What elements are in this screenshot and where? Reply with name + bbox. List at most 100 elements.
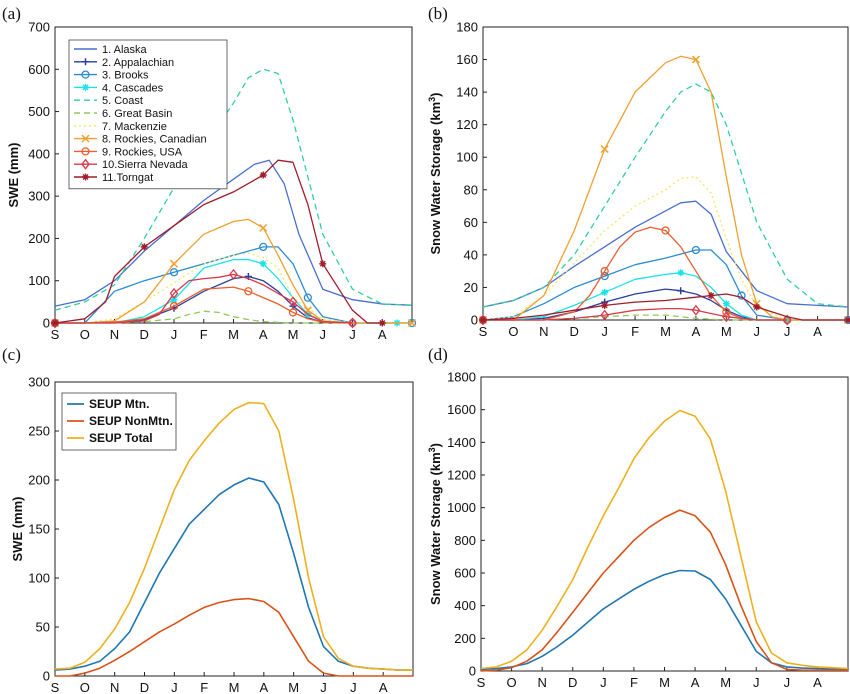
series-marker-3 [737, 291, 746, 300]
y-tick-label: 180 [456, 20, 478, 35]
series-marker-2 [677, 287, 685, 295]
y-tick-label: 140 [456, 85, 478, 100]
y-axis-label-text: Snow Water Storage (km [428, 102, 443, 255]
legend-marker-3 [81, 70, 90, 79]
series-marker-4 [259, 260, 267, 268]
x-tick-label: F [630, 675, 638, 690]
series-line-9 [483, 226, 788, 321]
y-axis-label-sup: 3 [427, 97, 437, 102]
y-tick-label: 1600 [447, 402, 476, 417]
series-marker-10 [229, 268, 238, 280]
chart-panel-2: (b) 0 20 40 60 80 100 120 140 160 180 S O N D J F M A M J J A S… [427, 4, 850, 339]
y-tick-label: 80 [464, 182, 478, 197]
y-tick-label: 250 [28, 424, 50, 439]
y-tick-label: 600 [28, 62, 50, 77]
legend-entry-4: 4. Cascades [102, 82, 164, 94]
series-marker-10 [600, 309, 609, 321]
x-tick-label: J [350, 680, 357, 694]
series-line-10 [483, 307, 788, 321]
series-marker-9 [244, 287, 253, 296]
x-tick-label: F [631, 324, 639, 339]
legend-entry-11: 11.Torngat [102, 172, 153, 184]
y-tick-label: 0 [471, 313, 478, 328]
series-line-9 [55, 286, 353, 324]
y-tick-label: 100 [456, 150, 478, 165]
y-axis-label-text: SWE (mm) [6, 143, 21, 208]
y-tick-label: 1800 [447, 370, 476, 385]
series-line-3 [55, 246, 412, 324]
y-tick-label: 1400 [447, 435, 476, 450]
y-tick-label: 100 [28, 273, 50, 288]
x-tick-label: N [537, 675, 546, 690]
series-marker-11 [319, 260, 327, 268]
x-tick-label: D [570, 324, 579, 339]
x-tick-label: J [784, 324, 791, 339]
series-line-1 [54, 159, 413, 307]
series-line-7 [55, 252, 412, 324]
legend-entry-7: 7. Mackenzie [102, 121, 167, 133]
series-line-11 [54, 159, 383, 324]
series-marker-8 [259, 223, 268, 232]
x-tick-label: J [171, 327, 178, 342]
panel-label: (a) [2, 4, 21, 23]
x-tick-label: F [200, 327, 208, 342]
series-marker-8 [169, 259, 179, 268]
legend-marker-9 [81, 147, 90, 156]
y-tick-label: 60 [464, 215, 478, 230]
series-marker-3 [169, 268, 179, 277]
x-tick-label: M [288, 327, 299, 342]
y-tick-label: 600 [454, 566, 476, 581]
x-tick-label: N [539, 324, 548, 339]
series-marker-4 [722, 300, 730, 308]
legend-marker-4 [82, 83, 89, 91]
x-tick-label: A [813, 675, 822, 690]
legend-entry-10: 10.Sierra Nevada [102, 159, 188, 171]
y-axis-label-text: SWE (mm) [10, 497, 25, 562]
series-marker-8 [600, 145, 609, 154]
x-tick-label: M [721, 324, 732, 339]
series-marker-11 [51, 319, 59, 327]
series-marker-4 [601, 288, 609, 296]
y-tick-label: 200 [454, 631, 476, 646]
y-axis-label-close: ) [428, 443, 443, 447]
y-tick-label: 1200 [447, 468, 476, 483]
y-tick-label: 50 [36, 620, 50, 635]
y-tick-label: 400 [454, 598, 476, 613]
x-tick-label: S [51, 327, 60, 342]
plot-frame [482, 26, 849, 321]
series-marker-8 [691, 55, 700, 64]
series-marker-10 [348, 317, 357, 329]
legend-marker-11 [82, 173, 89, 181]
series-marker-10 [169, 287, 179, 299]
series-marker-9 [288, 308, 298, 317]
x-tick-label: D [140, 327, 149, 342]
x-tick-label: M [229, 680, 240, 694]
series-marker-11 [707, 292, 715, 300]
y-tick-label: 300 [28, 375, 50, 390]
series-marker-11 [140, 243, 148, 251]
x-tick-label: S [477, 675, 486, 690]
series-line-1 [54, 477, 413, 671]
series-line-4 [55, 258, 398, 324]
legend-entry-3: SEUP Total [89, 431, 153, 445]
series-marker-4 [170, 296, 178, 304]
series-marker-3 [303, 293, 313, 302]
legend-entry-2: 2. Appalachian [102, 57, 174, 69]
series-line-1 [480, 569, 849, 671]
x-tick-label: M [228, 327, 239, 342]
series-marker-11 [479, 316, 487, 324]
x-tick-label: N [110, 327, 119, 342]
series-marker-4 [677, 269, 685, 277]
panel-label: (c) [2, 345, 21, 364]
legend-entry-6: 6. Great Basin [102, 108, 172, 120]
y-axis-label-sup: 3 [427, 447, 437, 452]
legend-marker-8 [81, 134, 90, 143]
y-tick-label: 300 [28, 189, 50, 204]
y-tick-label: 150 [28, 522, 50, 537]
x-tick-label: D [568, 675, 577, 690]
series-marker-9 [661, 226, 670, 235]
x-tick-label: J [784, 675, 791, 690]
series-line-10 [55, 273, 353, 324]
panel-label: (d) [428, 345, 448, 364]
